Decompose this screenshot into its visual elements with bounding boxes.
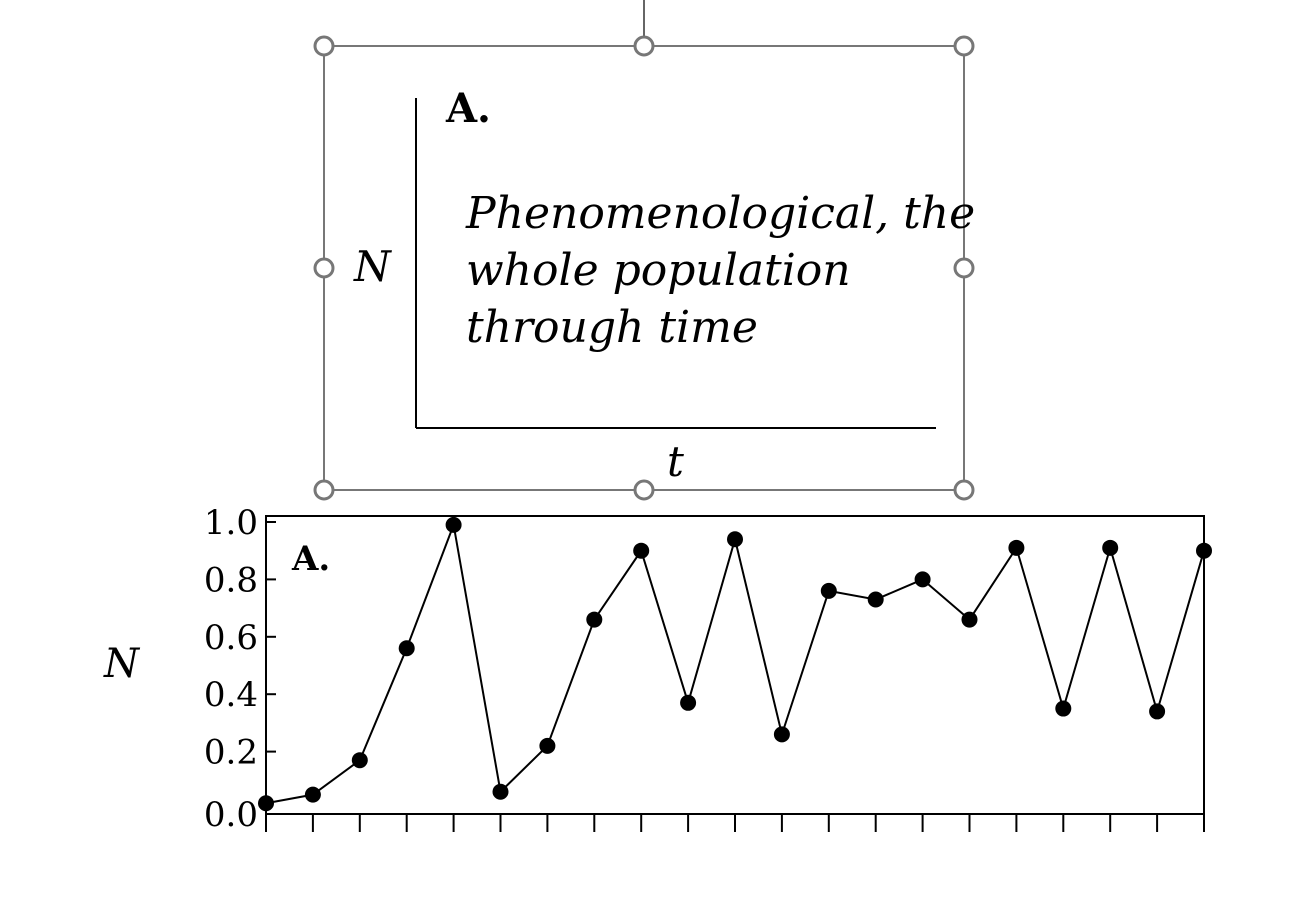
data-point <box>398 640 415 657</box>
y-tick-label: 1.0 <box>204 503 258 543</box>
data-point <box>539 737 556 754</box>
data-point <box>351 752 368 769</box>
series-line <box>265 521 1205 805</box>
data-point <box>914 571 931 588</box>
data-point <box>304 786 321 803</box>
chart-y-label: N <box>103 641 141 687</box>
data-point <box>258 795 274 812</box>
series-layer <box>258 516 1212 812</box>
y-tick-label: 0.0 <box>204 795 258 835</box>
data-point <box>1008 539 1025 556</box>
data-point <box>1102 539 1119 556</box>
schematic-text-line-2: whole population <box>466 245 851 296</box>
chart-frame <box>265 515 1205 815</box>
data-point <box>961 611 978 628</box>
resize-handle-bottom-right[interactable] <box>953 479 975 501</box>
data-point <box>492 783 509 800</box>
data-point <box>445 516 462 533</box>
data-point <box>680 694 697 711</box>
resize-handle-top-right[interactable] <box>953 35 975 57</box>
schematic-panel-label: A. <box>445 85 491 132</box>
data-point <box>633 542 650 559</box>
schematic-text-line-1: Phenomenological, the <box>465 188 975 239</box>
resize-handle-top-left[interactable] <box>313 35 335 57</box>
data-point <box>586 611 603 628</box>
data-point <box>773 726 790 743</box>
resize-handle-right[interactable] <box>953 257 975 279</box>
schematic-x-label: t <box>667 437 684 486</box>
y-tick-label: 0.2 <box>204 733 258 773</box>
resize-handle-top[interactable] <box>633 35 655 57</box>
data-point <box>820 582 837 599</box>
chart-panel-label: A. <box>291 539 330 579</box>
population-chart: A. N 0.0 0.2 0.4 0.6 0.8 1.0 <box>103 503 1212 835</box>
resize-handle-bottom[interactable] <box>633 479 655 501</box>
x-ticks <box>265 814 1205 832</box>
resize-handle-left[interactable] <box>313 257 335 279</box>
schematic-y-label: N <box>353 242 392 291</box>
y-tick-label: 0.8 <box>204 560 258 600</box>
y-tick-label: 0.6 <box>204 618 258 658</box>
data-point <box>1196 542 1212 559</box>
resize-handle-bottom-left[interactable] <box>313 479 335 501</box>
data-point <box>1055 700 1072 717</box>
data-point <box>867 591 884 608</box>
y-ticks: 0.0 0.2 0.4 0.6 0.8 1.0 <box>204 503 276 835</box>
selection-frame[interactable] <box>313 0 975 501</box>
schematic-text-line-3: through time <box>466 302 758 353</box>
data-point <box>1149 703 1166 720</box>
y-tick-label: 0.4 <box>204 675 258 715</box>
schematic-panel: A. Phenomenological, the whole populatio… <box>353 85 975 486</box>
data-point <box>727 531 743 548</box>
